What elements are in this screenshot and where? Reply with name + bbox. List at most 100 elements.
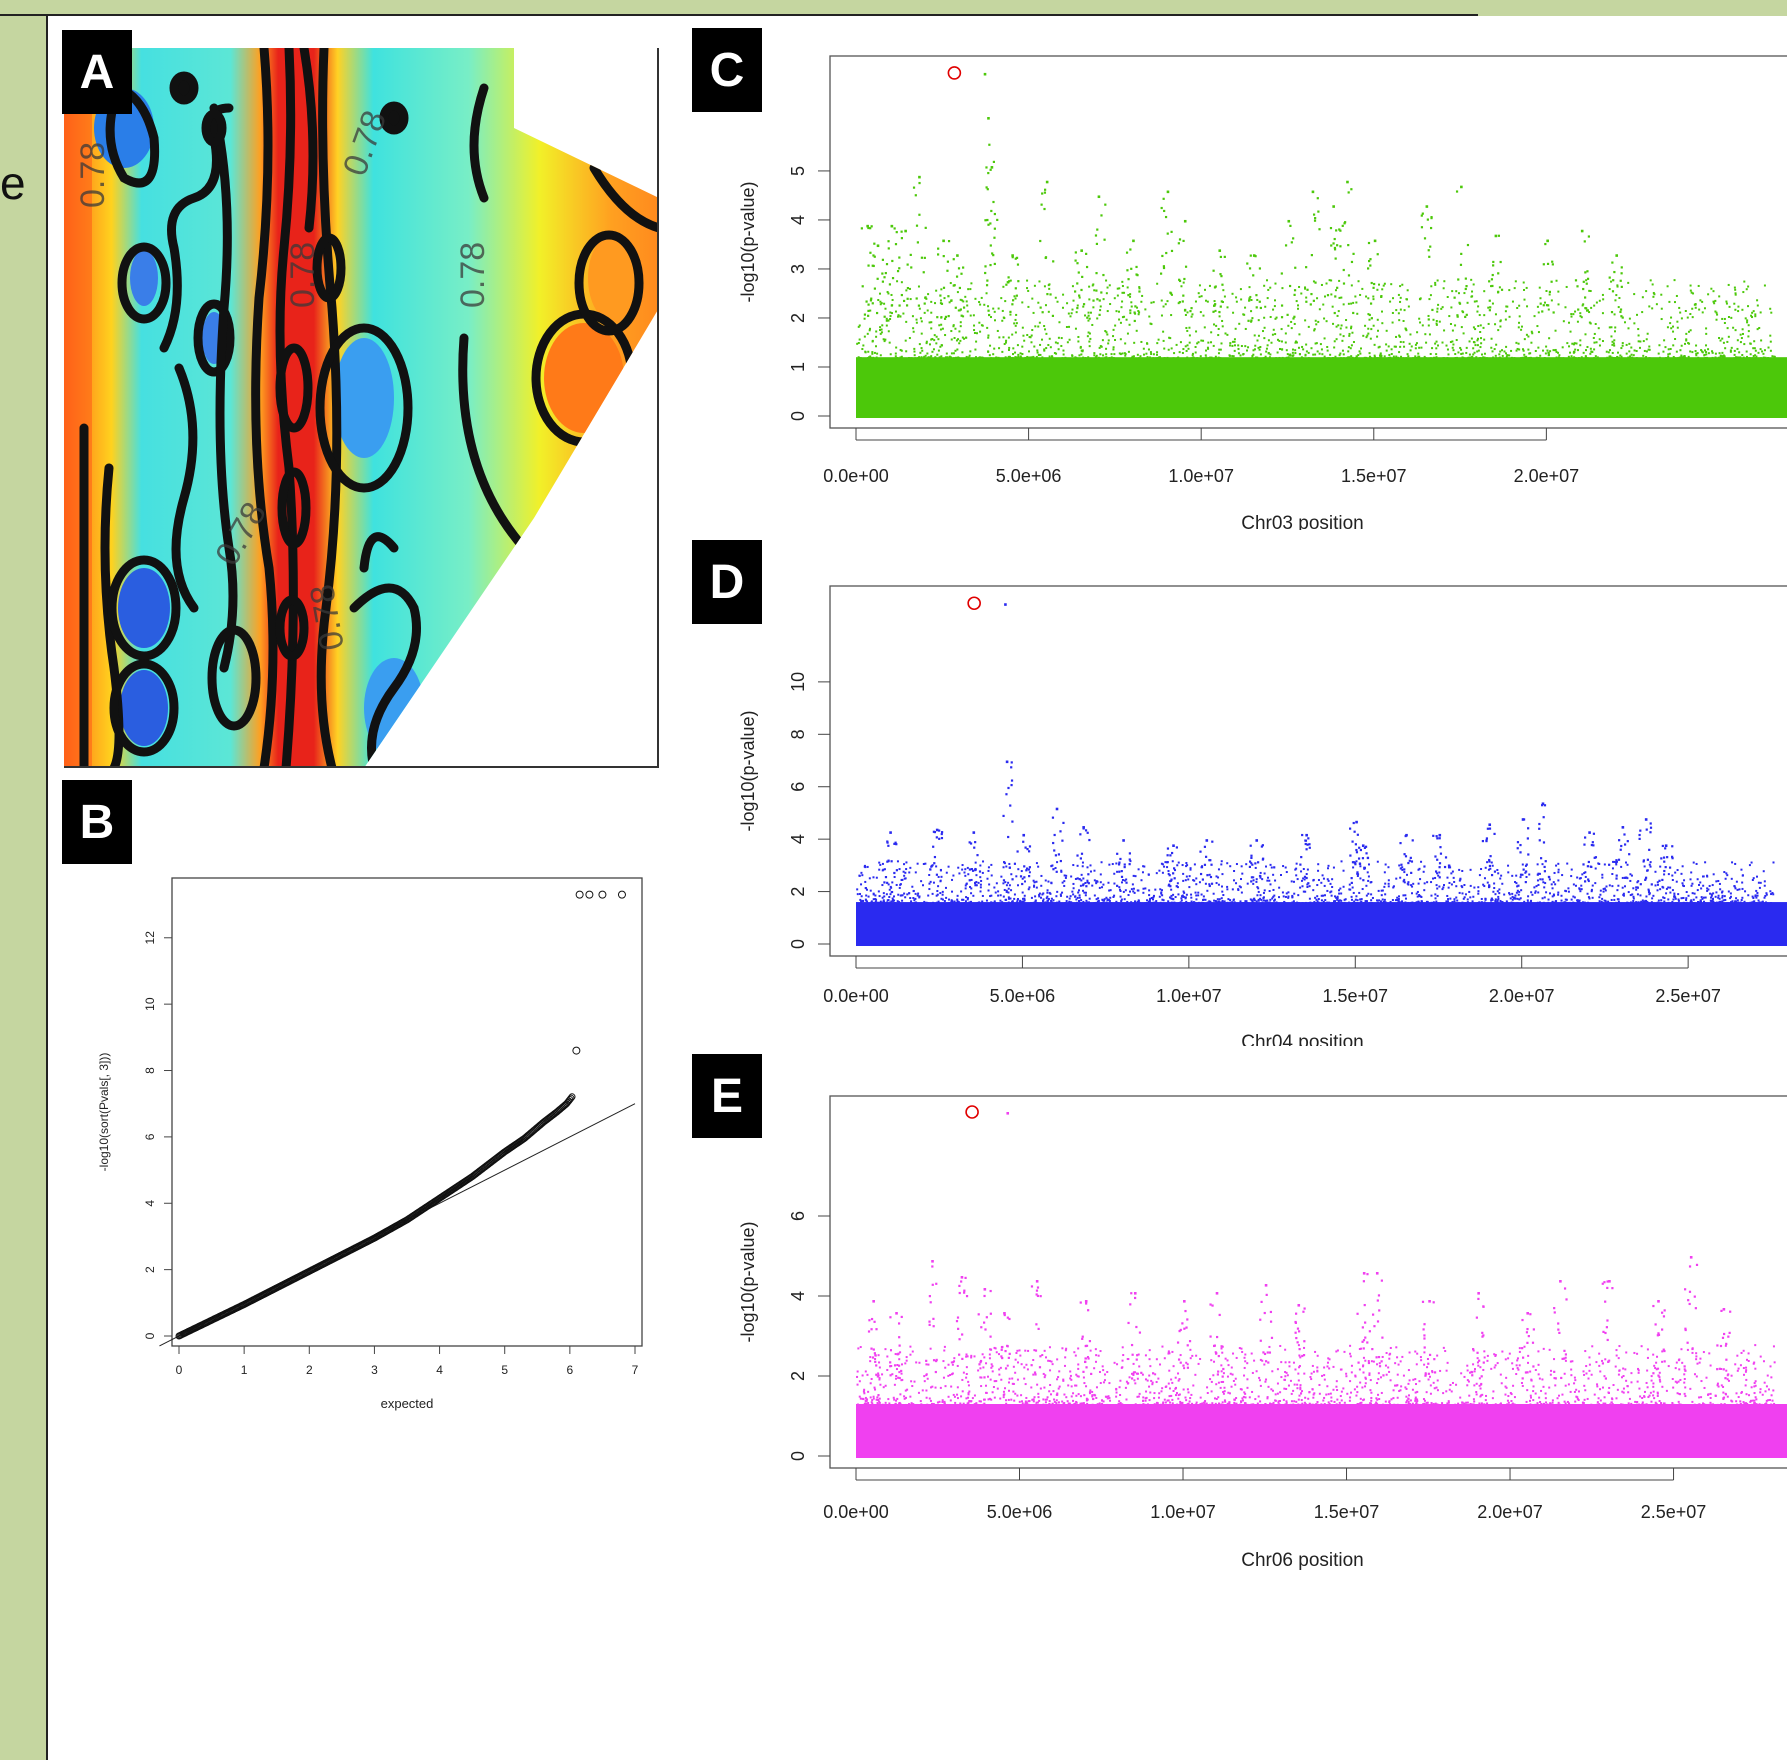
peak-snp-point	[1080, 249, 1083, 252]
snp-point	[1182, 890, 1185, 893]
snp-point	[1577, 349, 1580, 352]
snp-point	[1683, 1368, 1686, 1371]
snp-point	[1082, 901, 1085, 904]
snp-point	[1008, 346, 1011, 349]
snp-point	[1318, 308, 1321, 311]
snp-point	[959, 308, 962, 311]
snp-point	[1620, 347, 1623, 350]
snp-point	[1074, 877, 1077, 880]
snp-point	[982, 860, 985, 863]
snp-point	[1261, 901, 1264, 904]
snp-point	[934, 1386, 937, 1389]
snp-point	[1666, 326, 1669, 329]
snp-point	[1035, 862, 1038, 865]
snp-point	[1323, 317, 1326, 320]
snp-point	[1451, 901, 1454, 904]
snp-point	[1489, 855, 1492, 858]
snp-point	[1205, 356, 1208, 359]
snp-point	[1078, 878, 1081, 881]
snp-point	[924, 226, 927, 229]
snp-point	[1032, 879, 1035, 882]
snp-point	[923, 356, 926, 359]
snp-point	[1520, 328, 1523, 331]
snp-point	[1455, 290, 1458, 293]
snp-point	[1542, 304, 1545, 307]
snp-point	[1648, 892, 1651, 895]
snp-point	[1305, 350, 1308, 353]
snp-point	[1525, 870, 1528, 873]
snp-point	[996, 329, 999, 332]
snp-point	[1491, 898, 1494, 901]
snp-point	[913, 350, 916, 353]
snp-point	[1447, 866, 1450, 869]
top-border-bar	[0, 0, 1478, 16]
snp-point	[894, 352, 897, 355]
snp-point	[1313, 901, 1316, 904]
snp-point	[970, 892, 973, 895]
snp-point	[1697, 901, 1700, 904]
snp-point	[1543, 886, 1546, 889]
snp-point	[1605, 901, 1608, 904]
snp-point	[1105, 896, 1108, 899]
snp-point	[1625, 876, 1628, 879]
snp-point	[1399, 300, 1402, 303]
snp-point	[928, 1397, 931, 1400]
x-tick-label: 5	[501, 1363, 508, 1377]
snp-point	[1169, 854, 1172, 857]
snp-point	[1546, 262, 1550, 266]
snp-point	[1074, 327, 1077, 330]
snp-point	[1138, 286, 1141, 289]
snp-point	[1393, 345, 1396, 348]
snp-point	[1499, 877, 1502, 880]
snp-point	[923, 256, 926, 259]
snp-point	[1396, 357, 1399, 360]
snp-point	[1278, 886, 1281, 889]
snp-point	[1008, 355, 1011, 358]
snp-point	[1436, 279, 1439, 282]
snp-point	[1109, 901, 1112, 904]
snp-point	[1039, 353, 1042, 356]
snp-point	[919, 351, 922, 354]
snp-point	[1669, 322, 1672, 325]
snp-point	[1011, 820, 1014, 823]
snp-point	[1485, 837, 1489, 840]
snp-point	[1360, 898, 1363, 901]
snp-point	[1769, 340, 1772, 343]
snp-point	[1468, 340, 1471, 343]
snp-point	[1464, 315, 1467, 319]
snp-point	[962, 898, 965, 901]
snp-point	[1354, 861, 1357, 864]
snp-point	[1584, 875, 1587, 878]
snp-point	[1457, 278, 1460, 281]
snp-point	[1387, 1366, 1390, 1369]
snp-point	[1731, 900, 1734, 903]
snp-point	[1570, 313, 1573, 316]
snp-point	[1217, 327, 1220, 330]
snp-point	[1261, 844, 1264, 847]
snp-point	[943, 317, 947, 320]
snp-point	[1290, 327, 1293, 330]
snp-point	[1500, 874, 1503, 877]
qq-outlier-point	[585, 890, 594, 899]
snp-point	[1536, 305, 1539, 308]
snp-point	[1648, 357, 1651, 360]
snp-point	[1583, 843, 1586, 846]
snp-point	[1601, 293, 1604, 296]
snp-point	[939, 345, 942, 348]
snp-point	[1434, 342, 1437, 345]
snp-point	[1053, 352, 1056, 355]
snp-point	[1537, 311, 1540, 314]
snp-point	[1404, 894, 1407, 897]
snp-point	[1413, 357, 1416, 360]
snp-point	[1536, 325, 1539, 328]
snp-point	[1268, 356, 1271, 359]
snp-point	[1350, 284, 1353, 287]
snp-point	[1308, 902, 1311, 905]
snp-point	[1623, 876, 1627, 879]
snp-point	[1177, 1372, 1180, 1375]
snp-point	[1334, 257, 1337, 260]
snp-point	[1525, 863, 1528, 866]
snp-point	[1364, 845, 1368, 848]
snp-point	[1177, 242, 1180, 245]
snp-point	[1093, 354, 1096, 357]
